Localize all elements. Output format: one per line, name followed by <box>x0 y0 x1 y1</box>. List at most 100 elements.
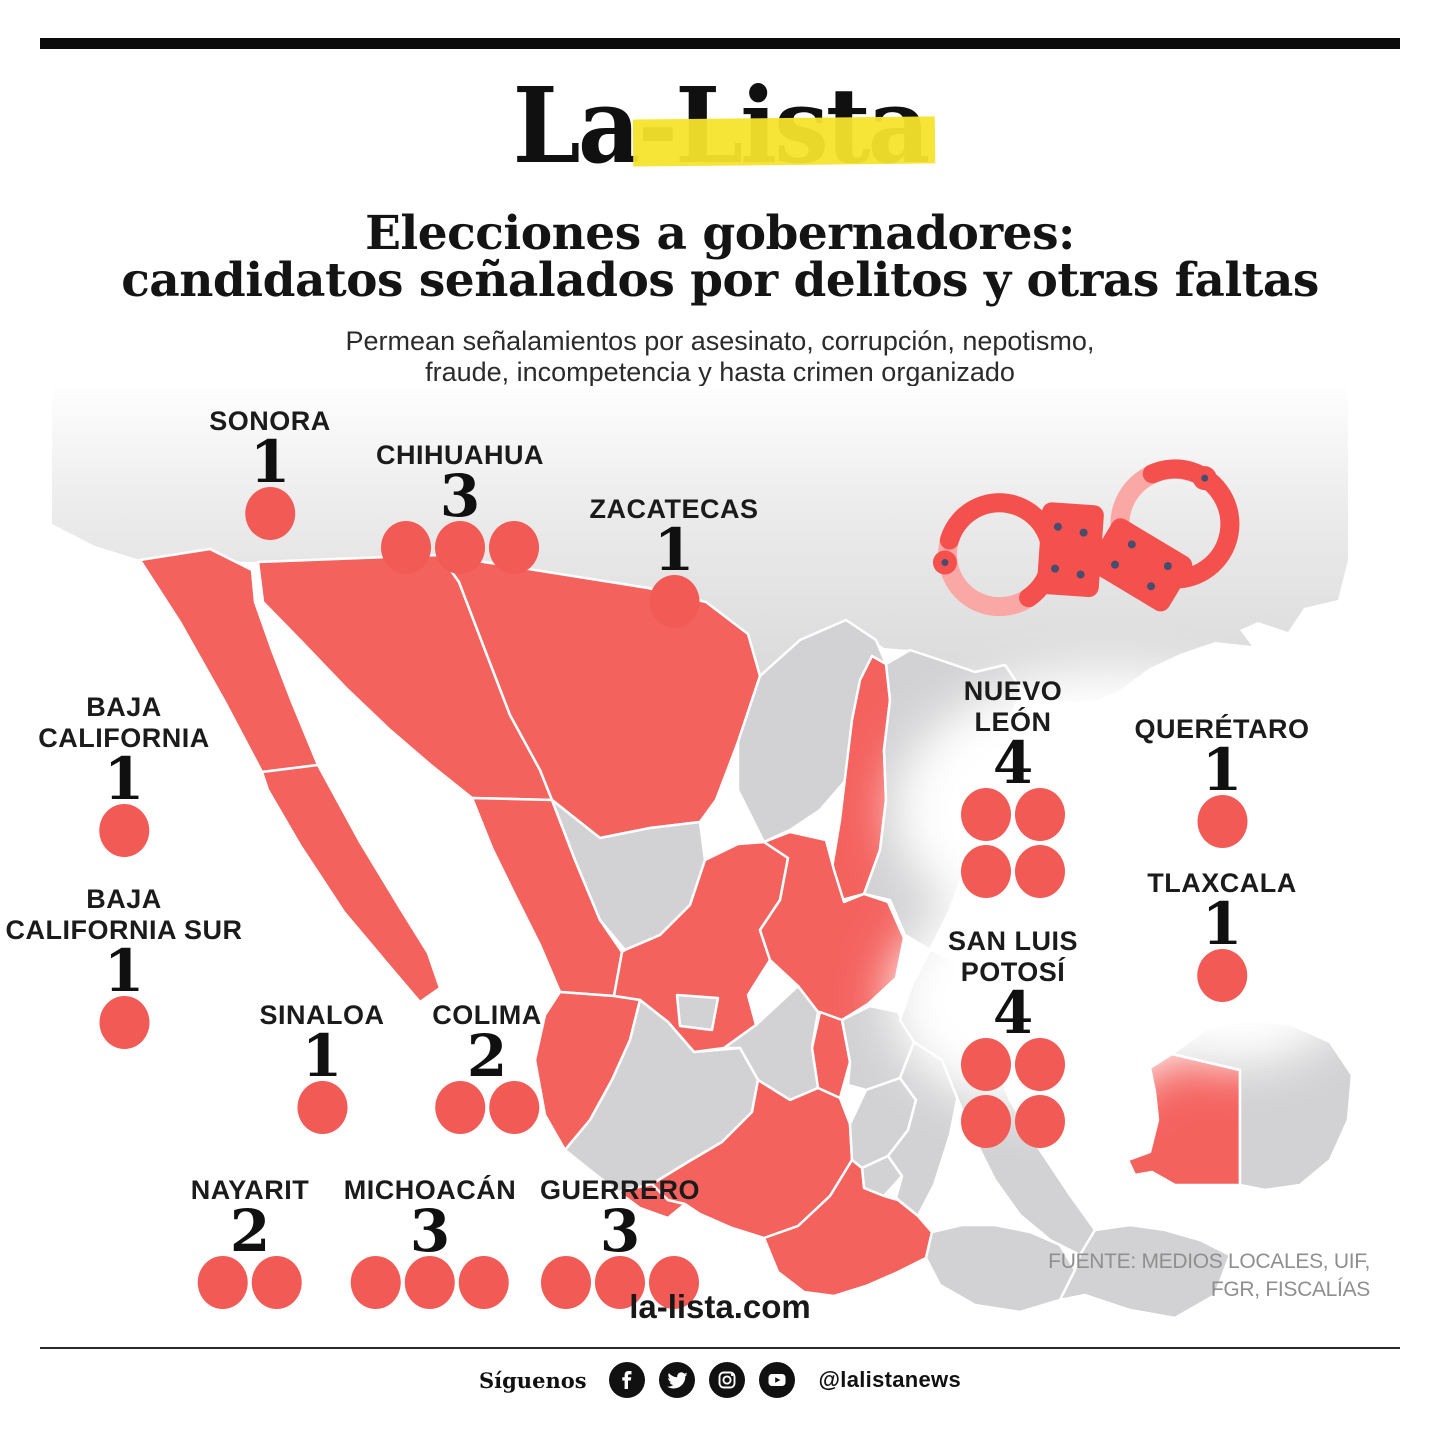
facebook-icon[interactable] <box>608 1362 645 1398</box>
handcuffs-icon <box>932 459 1240 617</box>
title-line-1: Elecciones a gobernadores: <box>365 206 1075 261</box>
count-dot <box>1196 795 1247 848</box>
usa-landmass <box>52 386 1348 702</box>
website-url[interactable]: la-lista.com <box>629 1288 811 1325</box>
state-label-chihuahua: CHIHUAHUA 3 <box>376 440 544 574</box>
count-dot <box>381 521 431 574</box>
count-dot <box>594 1256 645 1309</box>
state-label-baja-california: BAJA CALIFORNIA 1 <box>38 692 209 857</box>
count-dot <box>459 1256 509 1309</box>
state-name: BAJA <box>86 692 162 722</box>
count-dot <box>1014 1038 1065 1091</box>
state-label-guerrero: GUERRERO 3 <box>540 1175 700 1309</box>
subtitle-line-2: fraude, incompetencia y hasta crimen org… <box>425 357 1015 387</box>
state-dots <box>1196 949 1247 1002</box>
state-count: 1 <box>301 1022 343 1090</box>
youtube-icon[interactable] <box>758 1362 795 1398</box>
count-dot <box>251 1256 302 1309</box>
state-name: QUERÉTARO <box>1134 714 1310 744</box>
state-dots <box>961 788 1065 898</box>
count-dot <box>960 1095 1011 1148</box>
state-count: 3 <box>439 462 481 530</box>
state-label-sonora: SONORA 1 <box>209 406 331 540</box>
page-subtitle: Permean señalamientos por asesinato, cor… <box>0 326 1440 388</box>
instagram-icon[interactable] <box>708 1362 745 1398</box>
state-label-tlaxcala: TLAXCALA 1 <box>1147 868 1296 1002</box>
state-dots <box>540 1256 699 1309</box>
follow-label: Síguenos <box>478 1367 587 1393</box>
count-dot <box>197 1256 248 1309</box>
state-shape-san-luis-potosi <box>758 830 906 1022</box>
state-shape-baja-california-sur <box>260 763 442 1004</box>
state-name: GUERRERO <box>539 1175 701 1205</box>
twitter-icon[interactable] <box>658 1362 695 1398</box>
count-dot <box>649 575 699 628</box>
state-count: 1 <box>1201 890 1243 958</box>
social-handle[interactable]: @lalistanews <box>818 1367 961 1392</box>
state-label-zacatecas: ZACATECAS 1 <box>590 494 759 628</box>
count-dot <box>405 1256 455 1309</box>
count-dot <box>435 521 485 574</box>
state-name: SONORA <box>209 406 331 436</box>
state-count: 3 <box>409 1197 451 1265</box>
state-shape-chiapas-tabasco <box>1058 1223 1232 1320</box>
state-dots <box>649 575 699 628</box>
state-dots <box>381 521 539 574</box>
state-label-nuevo-leon: NUEVO LEÓN 4 <box>961 676 1065 898</box>
logo: La-Lista <box>0 72 1440 180</box>
count-dot <box>961 845 1011 898</box>
state-label-sinaloa: SINALOA 1 <box>260 1000 385 1134</box>
state-label-san-luis-potosi: SAN LUIS POTOSÍ 4 <box>948 926 1078 1148</box>
state-name: BAJA <box>86 884 162 914</box>
source-line-1: FUENTE: MEDIOS LOCALES, UIF, <box>1048 1250 1370 1273</box>
title-line-2: candidatos señalados por delitos y otras… <box>121 253 1319 308</box>
subtitle-line-1: Permean señalamientos por asesinato, cor… <box>345 326 1095 356</box>
count-dot <box>540 1256 591 1309</box>
state-label-baja-california-sur: BAJA CALIFORNIA SUR 1 <box>6 884 243 1049</box>
state-name: TLAXCALA <box>1147 868 1297 898</box>
state-name-line2: POTOSÍ <box>960 957 1066 987</box>
state-name: SAN LUIS <box>947 926 1079 956</box>
count-dot <box>1015 788 1065 841</box>
top-rule-bar <box>40 38 1400 49</box>
state-name: SINALOA <box>259 1000 385 1030</box>
footer-divider <box>40 1347 1400 1349</box>
state-dots <box>434 1081 539 1134</box>
state-dots <box>197 1256 302 1309</box>
count-dot <box>434 1081 485 1134</box>
count-dot <box>961 788 1011 841</box>
count-dot <box>1015 845 1065 898</box>
state-name: NAYARIT <box>190 1175 310 1205</box>
state-label-nayarit: NAYARIT 2 <box>191 1175 310 1309</box>
state-count: 2 <box>229 1197 271 1265</box>
state-name: ZACATECAS <box>589 494 759 524</box>
state-count: 1 <box>249 428 291 496</box>
state-dots <box>1196 795 1247 848</box>
state-count: 2 <box>466 1022 508 1090</box>
state-dots <box>98 804 149 857</box>
state-dots <box>99 996 149 1049</box>
state-count: 1 <box>103 937 145 1005</box>
state-name-line2: LEÓN <box>974 707 1052 737</box>
count-dot <box>960 1038 1011 1091</box>
logo-highlight-marker <box>632 116 936 167</box>
state-dots <box>297 1081 347 1134</box>
count-dot <box>98 804 149 857</box>
state-count: 4 <box>992 729 1034 797</box>
count-dot <box>489 521 539 574</box>
count-dot <box>488 1081 539 1134</box>
state-shape-aguascalientes <box>675 993 720 1032</box>
state-label-colima: COLIMA 2 <box>432 1000 541 1134</box>
state-dots <box>351 1256 509 1309</box>
state-shape-guerrero <box>762 1158 934 1298</box>
state-name-line2: CALIFORNIA <box>38 723 210 753</box>
count-dot <box>1196 949 1247 1002</box>
source-note: FUENTE: MEDIOS LOCALES, UIF, FGR, FISCAL… <box>1048 1248 1370 1304</box>
state-dots <box>244 487 295 540</box>
state-name: NUEVO <box>963 676 1063 706</box>
state-count: 1 <box>653 516 695 584</box>
count-dot <box>648 1256 699 1309</box>
state-label-michoacan: MICHOACÁN 3 <box>344 1175 517 1309</box>
state-dots <box>960 1038 1065 1148</box>
